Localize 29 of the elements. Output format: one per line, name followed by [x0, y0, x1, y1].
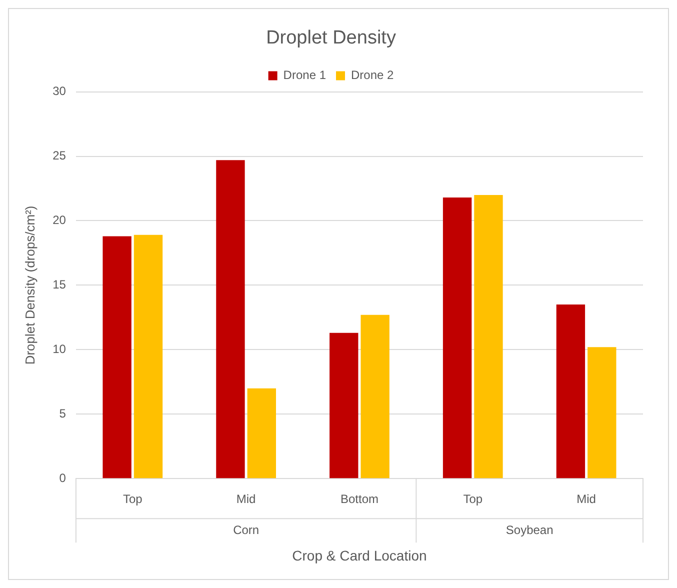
x-tick-label: Mid [236, 492, 256, 506]
bar [474, 194, 503, 478]
x-tick-label: Mid [576, 492, 596, 506]
legend-label: Drone 1 [283, 68, 326, 82]
y-tick-label: 30 [52, 84, 66, 98]
bar [556, 304, 586, 478]
bar [134, 234, 163, 478]
legend-label: Drone 2 [351, 68, 394, 82]
x-tick-label: Top [122, 492, 143, 506]
chart-title: Droplet Density [266, 28, 396, 49]
y-tick-label: 10 [52, 342, 66, 356]
bar [247, 388, 276, 478]
y-tick-label: 25 [52, 148, 66, 163]
text: Corn [233, 522, 260, 537]
y-tick-label: 5 [59, 406, 66, 420]
bar [360, 314, 390, 478]
y-tick-label: 0 [59, 470, 66, 485]
x-axis-title: Crop & Card Location [292, 547, 427, 564]
x-tick-label: Top [463, 492, 483, 506]
bar [442, 198, 472, 478]
bar [216, 160, 245, 478]
bar [330, 332, 358, 478]
text: Soybean [506, 522, 554, 537]
y-axis-title: Droplet Density (drops/cm²) [22, 206, 38, 365]
bar [588, 347, 616, 478]
y-tick-label: 20 [52, 213, 66, 228]
y-tick-label: 15 [52, 278, 66, 292]
x-tick-label: Bottom [340, 492, 378, 506]
bar [102, 236, 132, 478]
